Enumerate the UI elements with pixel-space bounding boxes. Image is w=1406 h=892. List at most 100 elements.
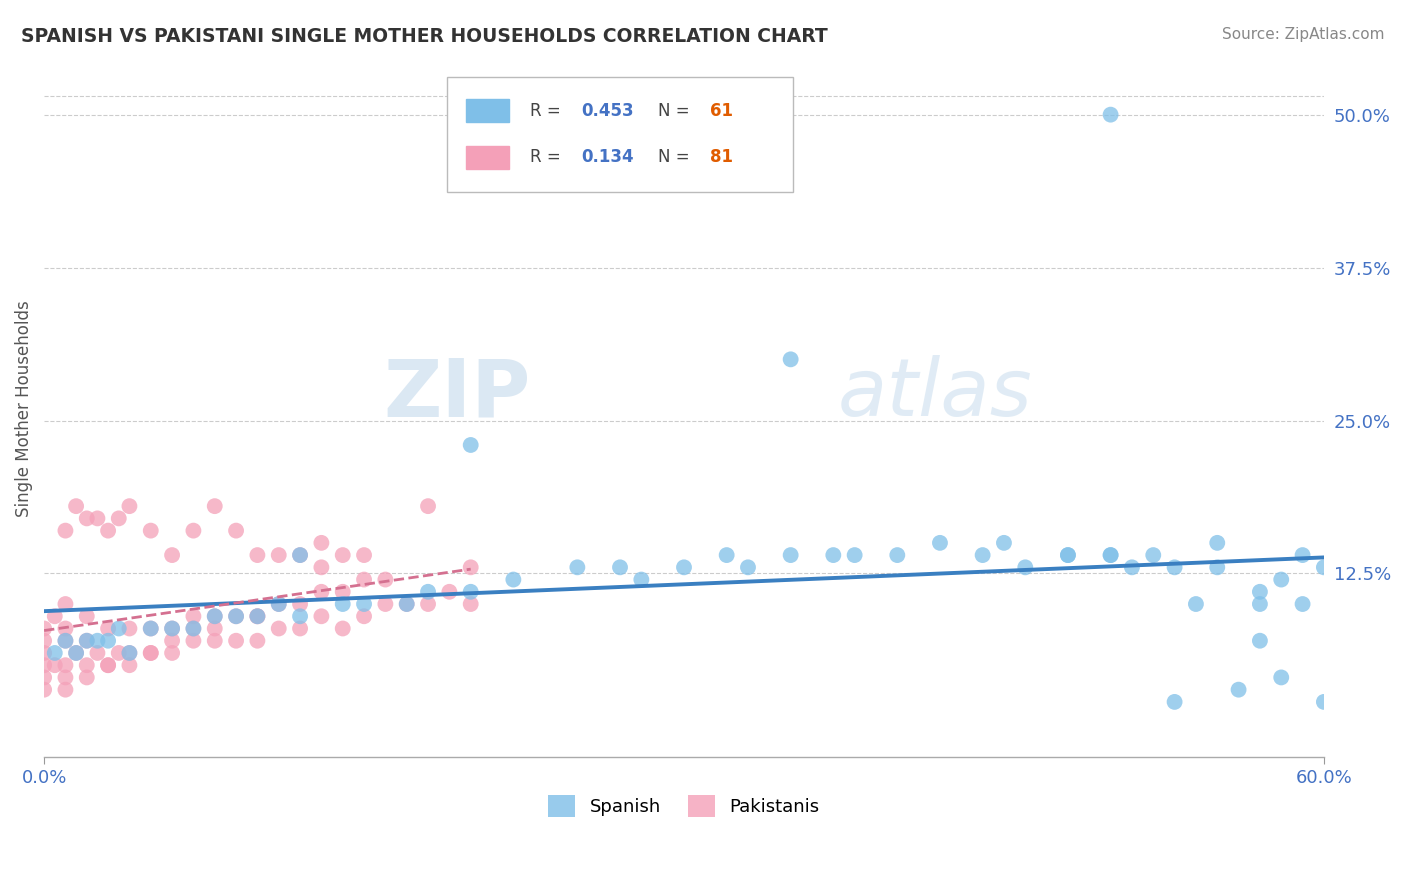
Text: 61: 61	[710, 102, 733, 120]
Point	[225, 609, 247, 624]
Text: 0.134: 0.134	[582, 148, 634, 166]
Point	[929, 536, 952, 550]
Text: atlas: atlas	[838, 355, 1032, 434]
Point	[139, 646, 162, 660]
Text: 0.453: 0.453	[582, 102, 634, 120]
Point	[972, 548, 994, 562]
Point	[311, 536, 333, 550]
Point	[139, 646, 162, 660]
Point	[76, 670, 98, 684]
Point	[183, 633, 205, 648]
Point	[97, 622, 120, 636]
Point	[1014, 560, 1036, 574]
Point	[55, 633, 77, 648]
Point	[1291, 597, 1313, 611]
Point	[44, 658, 66, 673]
Point	[844, 548, 866, 562]
Point	[737, 560, 759, 574]
Point	[44, 609, 66, 624]
Point	[76, 609, 98, 624]
Point	[267, 597, 290, 611]
Point	[1099, 108, 1122, 122]
Point	[1206, 536, 1229, 550]
Point	[204, 609, 226, 624]
Point	[1227, 682, 1250, 697]
Point	[246, 609, 269, 624]
Point	[86, 646, 108, 660]
Point	[107, 646, 129, 660]
Point	[460, 584, 482, 599]
Point	[311, 560, 333, 574]
Point	[267, 548, 290, 562]
Point	[139, 622, 162, 636]
Point	[160, 622, 183, 636]
Point	[1249, 584, 1271, 599]
Point	[204, 622, 226, 636]
Point	[395, 597, 418, 611]
Point	[332, 622, 354, 636]
Text: ZIP: ZIP	[384, 355, 530, 434]
Point	[395, 597, 418, 611]
Point	[609, 560, 631, 574]
Point	[32, 646, 55, 660]
Point	[118, 499, 141, 513]
Point	[160, 646, 183, 660]
Point	[1121, 560, 1143, 574]
Point	[65, 646, 87, 660]
Point	[332, 597, 354, 611]
Text: R =: R =	[530, 102, 567, 120]
Point	[1163, 695, 1185, 709]
Point	[246, 633, 269, 648]
Point	[460, 560, 482, 574]
Point	[86, 511, 108, 525]
Point	[160, 622, 183, 636]
Y-axis label: Single Mother Households: Single Mother Households	[15, 300, 32, 516]
Point	[55, 670, 77, 684]
Point	[1057, 548, 1080, 562]
Text: R =: R =	[530, 148, 567, 166]
Point	[65, 499, 87, 513]
Point	[225, 524, 247, 538]
Point	[1142, 548, 1164, 562]
Point	[439, 584, 461, 599]
Point	[160, 548, 183, 562]
Point	[1185, 597, 1208, 611]
Point	[1249, 633, 1271, 648]
Point	[460, 597, 482, 611]
Point	[32, 670, 55, 684]
Point	[779, 352, 801, 367]
Point	[1099, 548, 1122, 562]
Point	[204, 499, 226, 513]
Point	[32, 622, 55, 636]
Point	[246, 609, 269, 624]
Text: Source: ZipAtlas.com: Source: ZipAtlas.com	[1222, 27, 1385, 42]
Point	[86, 633, 108, 648]
Point	[76, 633, 98, 648]
Point	[460, 438, 482, 452]
Point	[204, 609, 226, 624]
Point	[353, 548, 375, 562]
Point	[76, 511, 98, 525]
Text: N =: N =	[658, 102, 696, 120]
Point	[630, 573, 652, 587]
Point	[288, 548, 311, 562]
Point	[183, 622, 205, 636]
Point	[374, 573, 396, 587]
Point	[97, 524, 120, 538]
Text: SPANISH VS PAKISTANI SINGLE MOTHER HOUSEHOLDS CORRELATION CHART: SPANISH VS PAKISTANI SINGLE MOTHER HOUSE…	[21, 27, 828, 45]
Text: 81: 81	[710, 148, 733, 166]
Point	[716, 548, 738, 562]
Point	[1206, 560, 1229, 574]
Point	[567, 560, 589, 574]
Point	[65, 646, 87, 660]
Point	[332, 584, 354, 599]
Point	[1099, 548, 1122, 562]
Point	[353, 573, 375, 587]
Point	[374, 597, 396, 611]
Point	[311, 584, 333, 599]
Point	[1163, 560, 1185, 574]
Point	[1249, 597, 1271, 611]
Point	[55, 597, 77, 611]
Point	[1291, 548, 1313, 562]
Point	[32, 682, 55, 697]
